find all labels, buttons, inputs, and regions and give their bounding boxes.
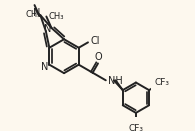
Text: CF₃: CF₃: [155, 78, 170, 87]
Text: CH₃: CH₃: [48, 12, 64, 21]
Text: Cl: Cl: [91, 36, 100, 46]
Text: N: N: [44, 24, 51, 34]
Text: CH₃: CH₃: [26, 10, 41, 19]
Text: NH: NH: [108, 76, 123, 86]
Text: O: O: [94, 52, 102, 62]
Text: N: N: [33, 8, 40, 18]
Text: N: N: [41, 62, 49, 72]
Text: CF₃: CF₃: [128, 124, 143, 131]
